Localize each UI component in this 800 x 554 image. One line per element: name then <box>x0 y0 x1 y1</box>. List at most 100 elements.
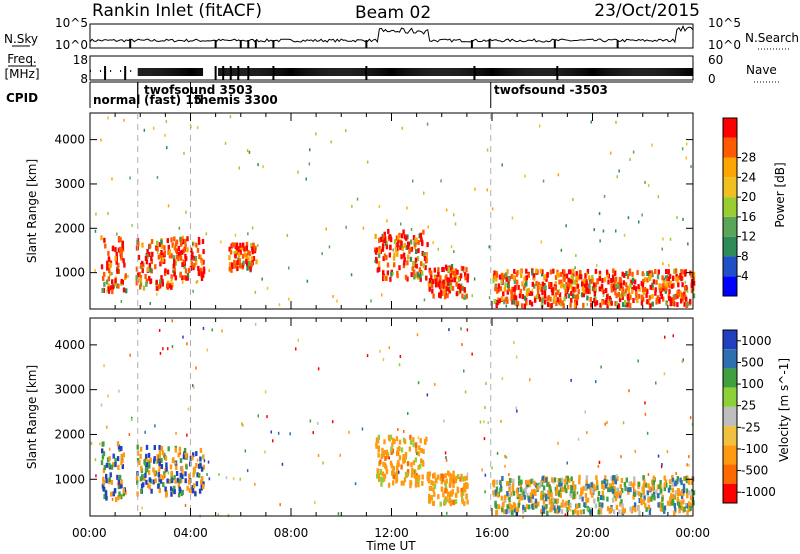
range-gate-cell <box>667 487 671 493</box>
range-gate-cell <box>166 282 169 288</box>
range-gate-cell <box>550 477 554 483</box>
range-gate-cell <box>396 447 399 453</box>
range-gate-cell <box>688 463 690 467</box>
range-gate-cell <box>547 490 550 496</box>
range-gate-cell <box>220 240 222 244</box>
range-gate-cell <box>398 470 400 474</box>
range-gate-cell <box>631 271 634 277</box>
range-gate-cell <box>665 482 668 488</box>
range-gate-cell <box>491 207 494 211</box>
range-gate-cell <box>640 500 643 506</box>
range-gate-cell <box>650 496 653 502</box>
range-gate-cell <box>403 477 407 483</box>
range-gate-cell <box>638 510 641 516</box>
range-gate-cell <box>200 485 203 491</box>
range-gate-cell <box>174 275 177 281</box>
range-gate-cell <box>500 419 502 423</box>
range-gate-cell <box>554 274 558 280</box>
range-gate-cell <box>454 492 458 498</box>
range-gate-cell <box>632 505 635 511</box>
range-gate-cell <box>531 288 534 292</box>
range-gate-cell <box>580 487 583 493</box>
range-gate-cell <box>165 466 168 472</box>
range-gate-cell <box>631 289 634 294</box>
range-gate-cell <box>585 478 588 484</box>
range-gate-cell <box>148 461 151 467</box>
range-gate-cell <box>197 271 201 276</box>
range-gate-cell <box>165 491 168 497</box>
range-gate-cell <box>549 489 553 495</box>
range-gate-cell <box>532 273 536 279</box>
range-gate-cell <box>600 283 604 289</box>
range-gate-cell <box>619 484 622 490</box>
range-gate-cell <box>621 286 624 292</box>
range-gate-cell <box>157 483 160 489</box>
range-gate-cell <box>543 289 547 295</box>
range-gate-cell <box>414 273 417 279</box>
range-gate-cell <box>120 494 123 500</box>
range-gate-cell <box>643 277 647 283</box>
range-gate-cell <box>158 328 161 332</box>
range-gate-cell <box>618 493 622 499</box>
range-gate-cell <box>154 424 156 428</box>
range-gate-cell <box>602 289 605 295</box>
range-gate-cell <box>156 240 159 246</box>
range-gate-cell <box>624 486 627 492</box>
range-gate-cell <box>501 377 504 381</box>
range-gate-cell <box>677 275 681 281</box>
range-gate-cell <box>479 420 482 424</box>
range-gate-cell <box>560 248 563 252</box>
range-gate-cell <box>611 480 615 486</box>
range-gate-cell <box>567 283 571 289</box>
range-gate-cell <box>597 509 600 515</box>
range-gate-cell <box>157 469 161 475</box>
range-gate-cell <box>239 246 242 252</box>
range-gate-cell <box>540 491 543 497</box>
range-gate-cell <box>412 442 415 448</box>
range-gate-cell <box>100 264 104 270</box>
noise-left-tick-bottom: 10^0 <box>55 38 88 52</box>
range-gate-cell <box>433 267 436 273</box>
range-gate-cell <box>567 293 570 299</box>
range-gate-cell <box>177 492 181 498</box>
range-gate-cell <box>454 499 458 505</box>
range-gate-cell <box>441 476 445 482</box>
range-gate-cell <box>161 281 164 287</box>
range-gate-cell <box>498 298 501 304</box>
range-gate-cell <box>361 427 364 431</box>
range-gate-cell <box>644 412 647 416</box>
range-gate-cell <box>186 247 189 253</box>
range-gate-cell <box>603 277 607 283</box>
range-gate-cell <box>231 242 234 248</box>
range-gate-cell <box>598 276 601 282</box>
range-gate-cell <box>238 258 241 264</box>
range-gate-cell <box>158 488 161 493</box>
range-gate-cell <box>554 281 557 287</box>
range-gate-cell <box>553 505 556 511</box>
range-gate-cell <box>572 198 574 201</box>
range-gate-cell <box>667 276 670 282</box>
range-gate-cell <box>224 141 227 145</box>
range-gate-cell <box>648 486 651 492</box>
range-gate-cell <box>103 465 106 471</box>
range-gate-cell <box>108 462 111 468</box>
range-gate-cell <box>376 438 380 444</box>
range-gate-cell <box>383 275 386 281</box>
range-gate-cell <box>666 302 668 306</box>
range-gate-cell <box>522 515 524 519</box>
range-gate-cell <box>668 289 671 295</box>
range-gate-cell <box>418 445 421 451</box>
range-gate-cell <box>537 281 541 287</box>
range-gate-cell <box>558 292 562 298</box>
range-gate-cell <box>195 242 198 248</box>
range-gate-cell <box>450 245 453 249</box>
range-gate-cell <box>565 273 569 279</box>
range-gate-cell <box>514 300 517 306</box>
range-gate-cell <box>520 490 523 495</box>
range-gate-cell <box>594 282 598 288</box>
range-gate-cell <box>160 239 163 245</box>
range-gate-cell <box>603 478 606 484</box>
nave-label: Nave <box>746 63 777 77</box>
range-gate-cell <box>612 509 616 515</box>
range-gate-cell <box>425 253 428 259</box>
